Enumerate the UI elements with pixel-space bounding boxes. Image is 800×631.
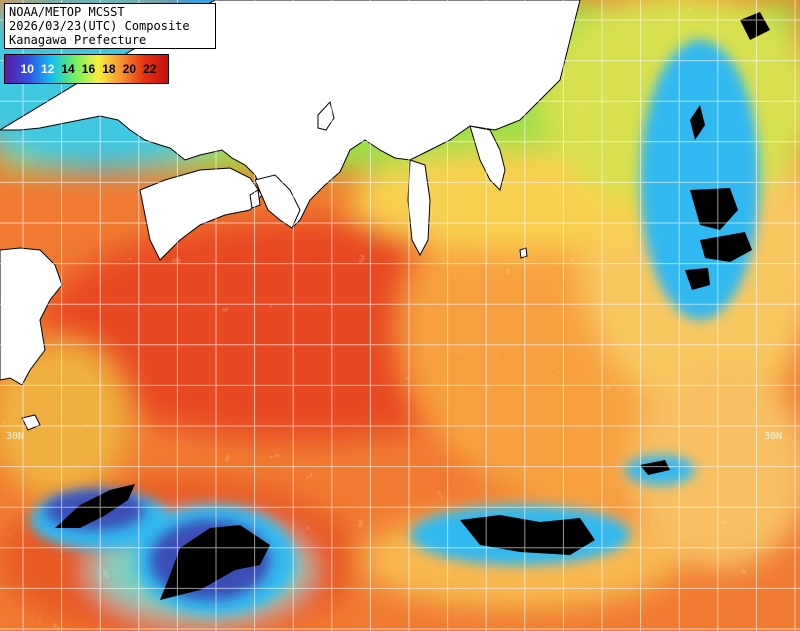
legend-tick-12: 12 bbox=[40, 62, 55, 76]
legend-tick-14: 14 bbox=[61, 62, 75, 76]
legend-tick-22: 22 bbox=[143, 62, 157, 76]
legend-tick-18: 18 bbox=[102, 62, 116, 76]
legend-tick-labels: 10 12 14 16 18 20 22 bbox=[5, 55, 168, 83]
composite-date: 2026/03/23(UTC) Composite bbox=[9, 19, 190, 33]
legend-tick-10: 10 bbox=[20, 62, 34, 76]
legend-gradient bbox=[5, 55, 168, 83]
legend-tick-16: 16 bbox=[81, 62, 96, 76]
source-label: Kanagawa Prefecture bbox=[9, 33, 147, 47]
latitude-label-right: 30N bbox=[764, 431, 783, 442]
info-box: NOAA/METOP MCSST 2026/03/23(UTC) Composi… bbox=[4, 3, 216, 49]
sst-color-legend: 10 12 14 16 18 20 22 bbox=[4, 54, 169, 84]
longitude-label-top: 136E bbox=[322, 4, 333, 29]
product-title: NOAA/METOP MCSST bbox=[9, 5, 125, 19]
latitude-label-left: 30N bbox=[6, 431, 25, 442]
legend-tick-20: 20 bbox=[122, 62, 136, 76]
